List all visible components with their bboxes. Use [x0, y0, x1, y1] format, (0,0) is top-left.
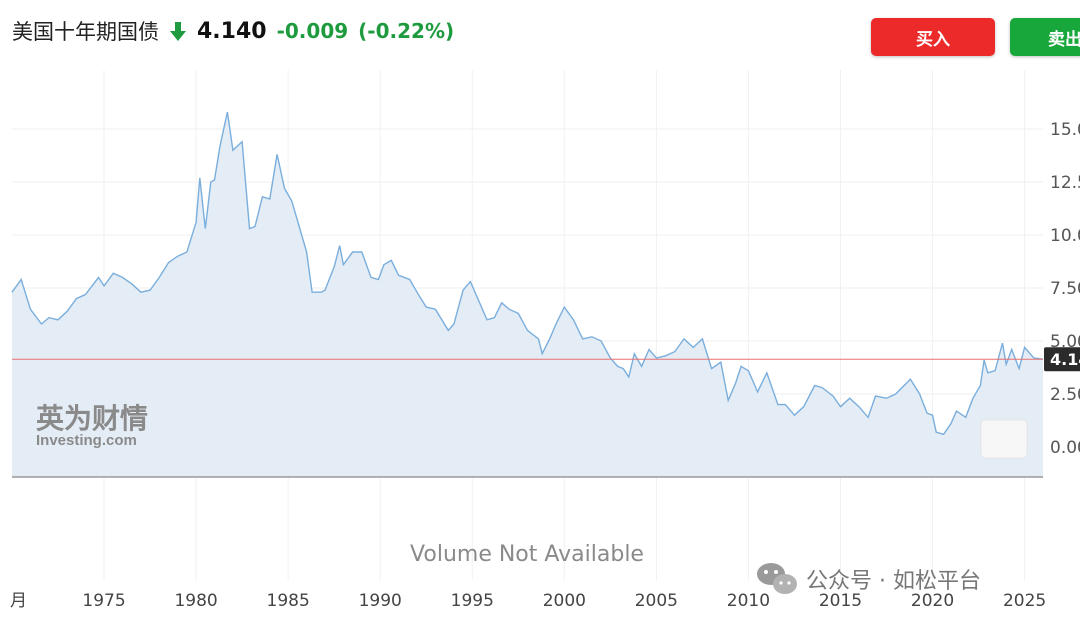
wechat-overlay: 公众号 · 如松平台 — [757, 563, 981, 594]
down-arrow-icon — [170, 22, 186, 41]
x-tick-label: 2005 — [635, 591, 678, 611]
x-tick-label: 2025 — [1003, 591, 1046, 611]
x-tick-label: 2015 — [819, 591, 862, 611]
watermark-en: Investing.com — [36, 432, 137, 449]
watermark-cn: 英为财情 — [36, 402, 148, 435]
buy-button[interactable]: 买入 — [871, 18, 995, 56]
x-axis: 月 1975 1980 1985 1990 1995 2000 2005 2010 2015 202… — [10, 591, 1046, 611]
instrument-title: 美国十年期国债 — [12, 20, 159, 44]
y-tick-label: 7.50 — [1050, 279, 1080, 299]
y-tick-label: 2.50 — [1050, 385, 1080, 405]
wechat-account-text: 公众号 · 如松平台 — [806, 569, 981, 594]
wechat-icon — [757, 563, 797, 594]
x-tick-label: 1995 — [451, 591, 494, 611]
price-change: -0.009 — [276, 19, 349, 43]
volume-note: Volume Not Available — [410, 542, 644, 567]
y-tick-label: 5.00 — [1050, 332, 1080, 352]
last-price: 4.140 — [197, 18, 267, 44]
x-tick-label: 1990 — [359, 591, 402, 611]
current-price-badge: 4.14 — [1044, 347, 1080, 372]
x-tick-label: 2000 — [543, 591, 586, 611]
y-tick-label: 12.5 — [1050, 173, 1080, 193]
quote-header: 美国十年期国债 4.140 -0.009 (-0.22%) — [12, 14, 454, 48]
x-tick-label: 1975 — [82, 591, 125, 611]
x-tick-label: 2010 — [727, 591, 770, 611]
y-tick-label: 0.00 — [1050, 438, 1080, 458]
price-area-fill — [12, 112, 1043, 477]
y-tick-label: 10.0 — [1050, 226, 1080, 246]
y-axis: 15.0 12.5 10.0 7.50 5.00 2.50 0.00 — [1050, 120, 1080, 458]
price-change-percent: (-0.22%) — [358, 19, 455, 43]
sell-button[interactable]: 卖出 — [1010, 18, 1080, 56]
x-tick-label: 2020 — [911, 591, 954, 611]
price-line — [11, 111, 1044, 436]
chart-control-button[interactable] — [980, 419, 1028, 459]
y-tick-label: 15.0 — [1050, 120, 1080, 140]
x-tick-label: 1985 — [267, 591, 310, 611]
current-price-label: 4.14 — [1050, 350, 1080, 369]
x-tick-label: 1980 — [174, 591, 217, 611]
investing-watermark: 英为财情 Investing.com — [36, 402, 148, 449]
x-tick-label: 月 — [10, 591, 27, 611]
